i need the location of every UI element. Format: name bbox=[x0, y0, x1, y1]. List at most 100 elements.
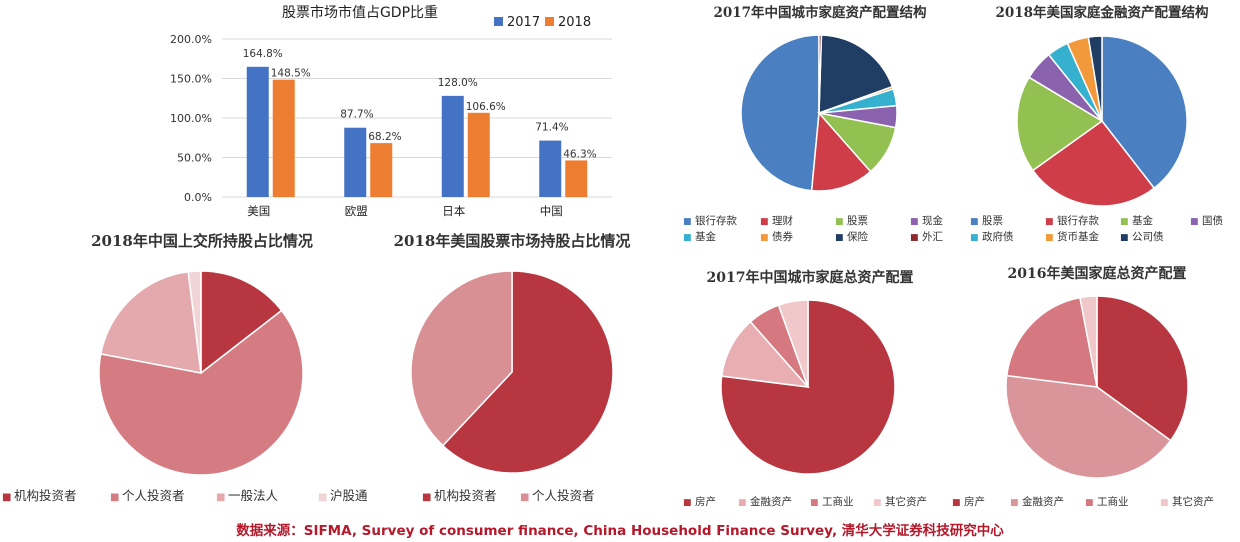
legend-marker: ■ bbox=[1160, 498, 1169, 508]
pie-us-stock-legend: ■ 机构投资者 ■ 个人投资者 bbox=[422, 488, 595, 503]
pie-slice-cn-fin bbox=[818, 34, 894, 115]
pie-sse bbox=[98, 270, 304, 476]
gdp-category-label: 日本 bbox=[442, 204, 465, 218]
legend-marker: ■ bbox=[683, 498, 692, 508]
pie-slice-us-stock bbox=[441, 270, 614, 474]
pie-slice-cn-total bbox=[720, 320, 810, 388]
legend-label: 银行存款 bbox=[1057, 214, 1099, 227]
legend-label: 机构投资者 bbox=[434, 488, 497, 503]
legend-marker: ■ bbox=[422, 492, 431, 503]
pie-slice-sse bbox=[99, 270, 202, 374]
pie-slice-cn-fin bbox=[740, 34, 820, 192]
gdp-data-label: 164.8% bbox=[243, 48, 283, 60]
legend-marker: ■ bbox=[683, 233, 692, 243]
pie-slice-us-total bbox=[1096, 295, 1189, 442]
pie-cn-fin-title: 2017年中国城市家庭资产配置结构 bbox=[713, 4, 926, 21]
gdp-data-label: 148.5% bbox=[271, 68, 311, 80]
gdp-data-label: 87.7% bbox=[340, 109, 373, 121]
pie-us-total-panel: 2016年美国家庭总资产配置 ■ 房产 ■ 金融资产 ■ 工商业 ■ 其它资产 bbox=[952, 265, 1214, 508]
pie-slice-cn-fin bbox=[810, 111, 872, 192]
legend-label: 理财 bbox=[772, 214, 793, 227]
pie-slice-us-fin bbox=[1016, 76, 1104, 172]
legend-label: 银行存款 bbox=[695, 214, 737, 227]
legend-marker: ■ bbox=[1045, 233, 1054, 243]
pie-cn-fin bbox=[740, 34, 898, 192]
pie-cn-fin-panel: 2017年中国城市家庭资产配置结构 ■ 银行存款 ■ 理财 ■ 股票 ■ 现金■ 基金 ■ 债券 ■ 保… bbox=[683, 4, 943, 243]
pie-cn-fin-legend: ■ 银行存款 ■ 理财 ■ 股票 ■ 现金■ 基金 ■ 债券 ■ 保险 ■ 外汇 bbox=[683, 214, 943, 243]
legend-marker: ■ bbox=[835, 217, 844, 227]
pie-us-total bbox=[1005, 295, 1189, 479]
pie-cn-total-panel: 2017年中国城市家庭总资产配置 ■ 房产 ■ 金融资产 ■ 工商业 ■ 其它资产 bbox=[683, 269, 927, 508]
legend-label: 工商业 bbox=[822, 495, 854, 508]
legend-label: 债券 bbox=[772, 230, 793, 243]
gdp-y-tick-label: 100.0% bbox=[170, 112, 212, 125]
legend-marker: ■ bbox=[683, 217, 692, 227]
pie-slice-us-total bbox=[1005, 374, 1172, 479]
gdp-bar-2018 bbox=[467, 112, 490, 197]
legend-label: 机构投资者 bbox=[14, 488, 77, 503]
legend-label: 政府债 bbox=[982, 230, 1014, 243]
gdp-bar-2018 bbox=[565, 160, 588, 197]
legend-marker: ■ bbox=[835, 233, 844, 243]
legend-marker: ■ bbox=[910, 233, 919, 243]
legend-marker: ■ bbox=[910, 217, 919, 227]
legend-label: 金融资产 bbox=[750, 495, 792, 508]
legend-label: 个人投资者 bbox=[122, 488, 185, 503]
legend-marker: ■ bbox=[738, 498, 747, 508]
legend-label-2018: 2018 bbox=[558, 15, 591, 30]
pie-slice-us-stock bbox=[410, 270, 513, 447]
pie-cn-total bbox=[720, 299, 896, 475]
legend-label: 工商业 bbox=[1097, 495, 1129, 508]
legend-marker: ■ bbox=[1085, 498, 1094, 508]
legend-marker: ■ bbox=[970, 217, 979, 227]
pie-cn-total-legend: ■ 房产 ■ 金融资产 ■ 工商业 ■ 其它资产 bbox=[683, 495, 927, 508]
pie-sse-legend: ■ 机构投资者 ■ 个人投资者 ■ 一般法人 ■ 沪股通 bbox=[2, 488, 368, 503]
legend-label: 房产 bbox=[695, 495, 716, 508]
pie-slice-us-fin bbox=[1101, 35, 1188, 190]
legend-label: 其它资产 bbox=[885, 495, 927, 508]
legend-label: 公司债 bbox=[1132, 230, 1164, 243]
legend-marker: ■ bbox=[1190, 217, 1199, 227]
legend-swatch-2018 bbox=[545, 17, 554, 26]
legend-label: 一般法人 bbox=[228, 488, 279, 503]
pie-us-stock bbox=[410, 270, 614, 474]
legend-label: 基金 bbox=[695, 230, 716, 243]
legend-label: 沪股通 bbox=[330, 488, 368, 503]
legend-label: 金融资产 bbox=[1022, 495, 1064, 508]
pie-slice-sse bbox=[187, 270, 202, 374]
gdp-category-label: 美国 bbox=[247, 204, 270, 218]
gdp-bar-2018 bbox=[370, 143, 393, 197]
pie-us-fin-title: 2018年美国家庭金融资产配置结构 bbox=[995, 4, 1208, 21]
legend-marker: ■ bbox=[1120, 217, 1129, 227]
pie-slice-cn-fin bbox=[818, 34, 823, 114]
gdp-data-label: 128.0% bbox=[438, 77, 478, 89]
pie-us-stock-title: 2018年美国股票市场持股占比情况 bbox=[394, 232, 631, 250]
gdp-data-label: 46.3% bbox=[563, 148, 596, 160]
gdp-y-tick-label: 150.0% bbox=[170, 73, 212, 86]
pie-us-fin bbox=[1016, 35, 1188, 207]
legend-label: 个人投资者 bbox=[532, 488, 595, 503]
gdp-bar-chart: 股票市场市值占GDP比重 2017 2018 0.0% 50.0% 100.0% 15… bbox=[170, 4, 612, 218]
legend-label: 货币基金 bbox=[1057, 230, 1099, 243]
legend-label: 保险 bbox=[847, 230, 868, 243]
legend-label: 现金 bbox=[922, 214, 943, 227]
legend-marker: ■ bbox=[1010, 498, 1019, 508]
legend-label: 外汇 bbox=[922, 230, 943, 243]
legend-label: 其它资产 bbox=[1172, 495, 1214, 508]
gdp-y-tick-label: 0.0% bbox=[184, 191, 212, 204]
pie-us-total-legend: ■ 房产 ■ 金融资产 ■ 工商业 ■ 其它资产 bbox=[952, 495, 1214, 508]
gdp-data-label: 106.6% bbox=[466, 101, 506, 113]
gdp-y-tick-label: 200.0% bbox=[170, 33, 212, 46]
legend-marker: ■ bbox=[873, 498, 882, 508]
legend-marker: ■ bbox=[110, 492, 119, 503]
pie-sse-panel: 2018年中国上交所持股占比情况 ■ 机构投资者 ■ 个人投资者 ■ 一般法人 ■ 沪股通 bbox=[2, 232, 368, 503]
gdp-category-label: 中国 bbox=[540, 204, 563, 218]
legend-label: 基金 bbox=[1132, 214, 1154, 227]
legend-label-2017: 2017 bbox=[507, 15, 540, 30]
gdp-category-label: 欧盟 bbox=[345, 204, 368, 218]
legend-marker: ■ bbox=[2, 492, 11, 503]
legend-marker: ■ bbox=[952, 498, 961, 508]
pie-cn-total-title: 2017年中国城市家庭总资产配置 bbox=[707, 269, 914, 286]
gdp-data-label: 68.2% bbox=[368, 131, 401, 143]
